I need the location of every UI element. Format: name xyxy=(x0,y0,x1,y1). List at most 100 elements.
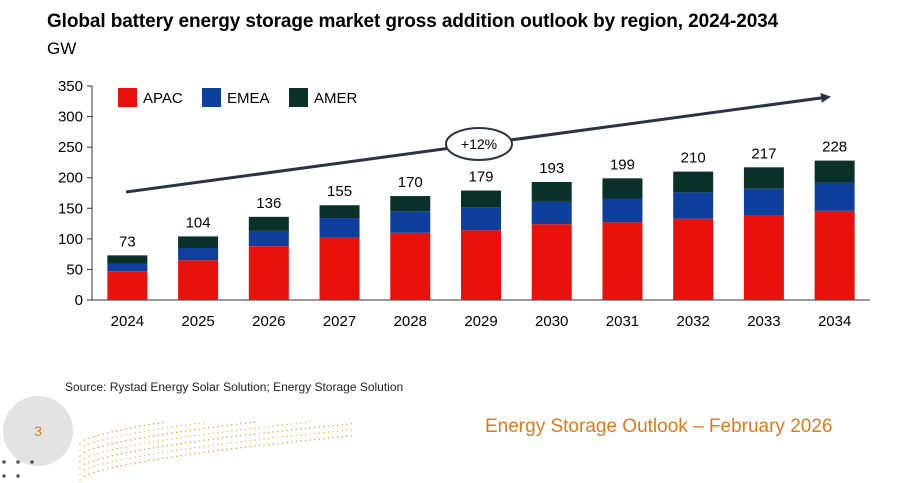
decor-dot xyxy=(258,438,261,441)
decor-dot xyxy=(221,431,224,433)
decor-dot xyxy=(120,434,123,437)
decor-dot xyxy=(83,463,86,465)
bar-apac-2025 xyxy=(178,260,219,300)
decor-dot xyxy=(134,432,136,434)
total-label: 210 xyxy=(681,150,706,167)
bar-apac-2027 xyxy=(319,237,360,300)
decor-dot xyxy=(83,457,86,459)
decor-dot xyxy=(93,441,95,444)
bar-apac-2032 xyxy=(673,218,714,300)
decor-dot xyxy=(97,434,100,437)
bar-apac-2024 xyxy=(107,271,148,300)
bar-apac-2031 xyxy=(602,222,643,300)
decor-dot xyxy=(152,435,155,437)
decor-dot xyxy=(221,443,224,445)
decor-dot xyxy=(290,441,293,443)
decor-dot xyxy=(152,453,155,455)
y-tick-label: 50 xyxy=(66,261,83,278)
decor-dot xyxy=(332,436,334,439)
decor-dot xyxy=(111,430,113,433)
decor-dot xyxy=(111,466,113,469)
decor-dot xyxy=(16,460,20,464)
x-tick-label: 2026 xyxy=(252,313,285,330)
decor-dot xyxy=(235,447,238,450)
decor-dot xyxy=(235,429,238,432)
decor-dot xyxy=(226,424,228,427)
decor-dot xyxy=(350,435,353,437)
bar-amer-2024 xyxy=(107,255,148,264)
decor-dot xyxy=(171,456,173,458)
decor-dot xyxy=(249,427,251,430)
x-tick-label: 2030 xyxy=(535,313,568,330)
decor-dot xyxy=(129,433,132,435)
page-number: 3 xyxy=(34,423,42,439)
decor-dot xyxy=(166,450,169,453)
decor-dot xyxy=(93,435,95,438)
decor-dot xyxy=(171,450,173,452)
decor-dot xyxy=(166,432,169,435)
decor-dot xyxy=(346,429,348,432)
decor-dot xyxy=(116,447,118,450)
total-label: 104 xyxy=(186,214,211,231)
decor-dot xyxy=(139,431,141,433)
decor-dot xyxy=(139,443,141,445)
decor-dot xyxy=(194,428,196,431)
decor-dot xyxy=(111,442,113,445)
decor-dot xyxy=(281,424,284,426)
decor-dot xyxy=(189,435,192,438)
decor-dot xyxy=(97,458,100,461)
decor-dot xyxy=(166,438,169,441)
decor-dot xyxy=(83,445,86,447)
decor-dot xyxy=(2,460,6,464)
decor-dot xyxy=(166,456,169,459)
decor-dot xyxy=(254,427,256,429)
decor-dot xyxy=(152,459,155,461)
bar-amer-2031 xyxy=(602,178,643,199)
decor-dot xyxy=(244,434,247,436)
decor-dot xyxy=(290,429,293,431)
decor-dot xyxy=(313,432,316,435)
decor-dot xyxy=(185,430,187,432)
decor-dot xyxy=(231,430,233,432)
decor-dot xyxy=(125,439,127,442)
decor-dot xyxy=(106,455,109,458)
decor-dot xyxy=(162,427,164,430)
decor-dot xyxy=(88,467,90,470)
decor-dot xyxy=(208,426,210,429)
decor-dot xyxy=(231,424,233,426)
bar-amer-2025 xyxy=(178,236,219,249)
decor-dot xyxy=(217,431,219,434)
decor-dot xyxy=(240,428,242,431)
decor-dot xyxy=(102,439,104,441)
decor-dot xyxy=(189,447,192,450)
decor-dot xyxy=(83,451,86,453)
decor-dot xyxy=(134,426,136,428)
decor-dot xyxy=(97,452,100,455)
decor-dot xyxy=(189,453,192,456)
total-label: 193 xyxy=(539,160,564,177)
decor-dot xyxy=(134,438,136,440)
decor-dot xyxy=(16,474,20,478)
decor-dot xyxy=(111,454,113,457)
page-number-badge xyxy=(3,396,73,466)
decor-dot xyxy=(263,438,265,440)
stacked-bar-chart: 0 50 100 150 200 250 300 350 2024 73 2025 104 2026 13… xyxy=(58,78,870,330)
decor-dot xyxy=(313,438,316,441)
decor-dot xyxy=(106,443,109,446)
decor-dot xyxy=(226,442,228,445)
growth-annotation-label: +12% xyxy=(461,136,497,152)
decor-dot xyxy=(254,433,256,435)
decor-dot xyxy=(180,430,182,433)
decor-dot xyxy=(286,423,288,426)
bar-amer-2030 xyxy=(531,181,572,201)
decor-dot xyxy=(185,442,187,444)
decor-dot xyxy=(336,436,339,438)
decor-dot xyxy=(166,426,169,429)
decor-dot xyxy=(323,425,325,428)
decor-dot xyxy=(346,423,348,426)
decor-dot xyxy=(346,435,348,438)
bar-emea-2028 xyxy=(390,211,431,233)
decor-dot xyxy=(185,454,187,456)
decor-dot xyxy=(244,422,247,424)
decor-dot xyxy=(295,434,298,437)
